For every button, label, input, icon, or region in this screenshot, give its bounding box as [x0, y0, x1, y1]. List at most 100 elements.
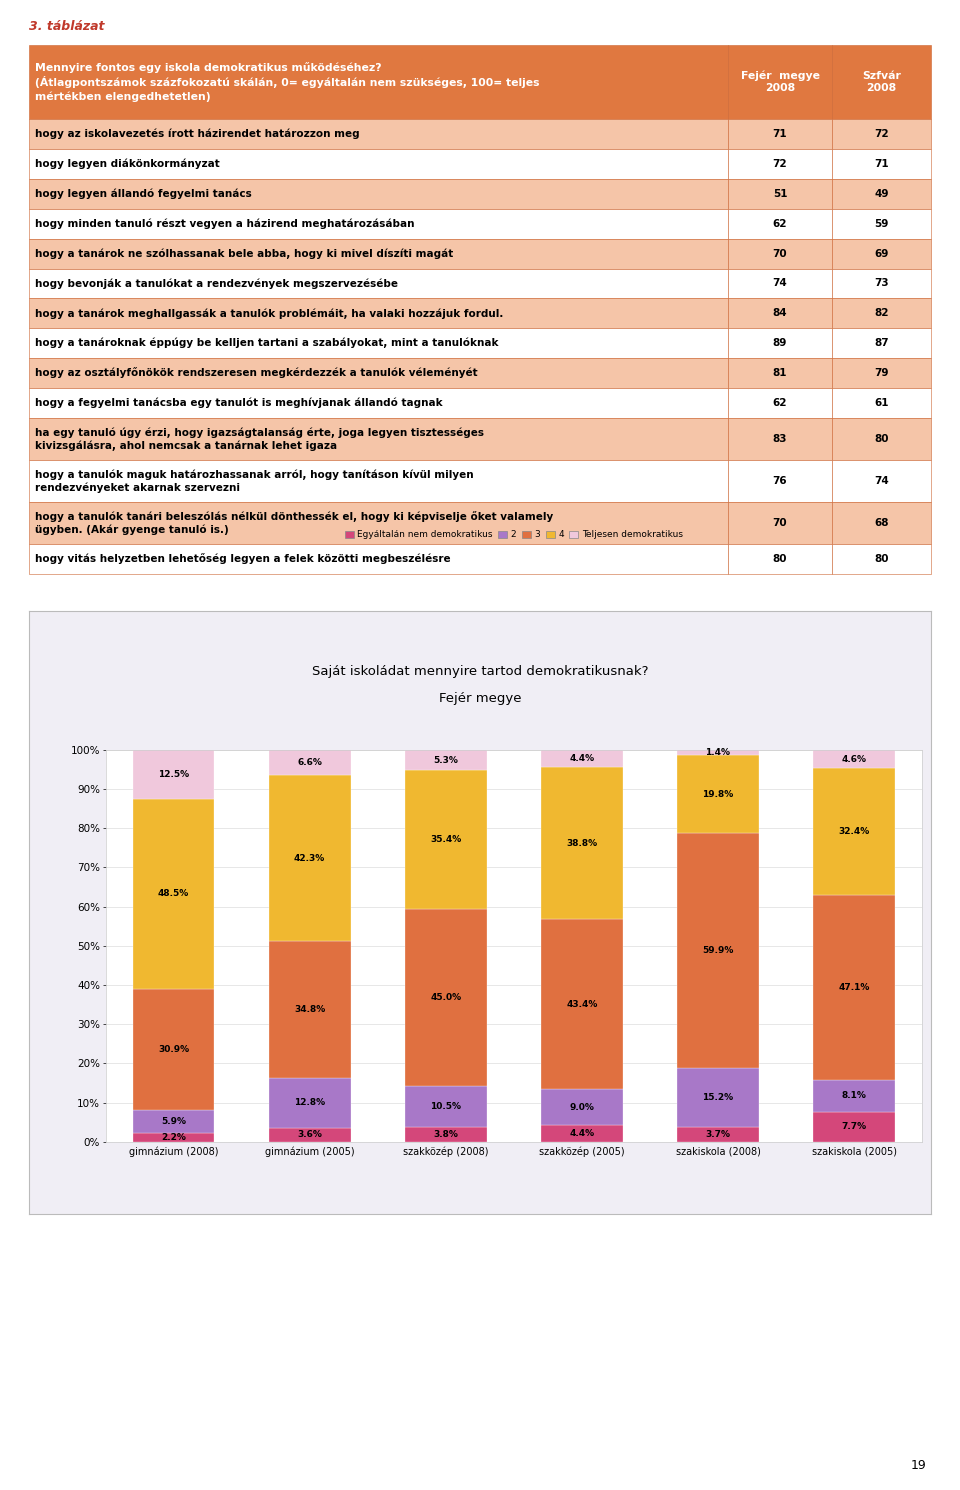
Text: 43.4%: 43.4% [566, 1000, 597, 1009]
Text: 3.7%: 3.7% [706, 1131, 731, 1140]
Bar [677, 755, 758, 833]
Bar [29, 328, 728, 358]
Bar [677, 1128, 758, 1141]
Text: hogy a tanárok ne szólhassanak bele abba, hogy ki mivel díszíti magát: hogy a tanárok ne szólhassanak bele abba… [36, 249, 453, 259]
Bar [29, 45, 728, 119]
Bar [677, 749, 758, 755]
Bar [832, 502, 931, 544]
Text: hogy legyen diákönkormányzat: hogy legyen diákönkormányzat [36, 159, 220, 170]
Bar [132, 1134, 214, 1141]
Text: 59.9%: 59.9% [703, 946, 733, 955]
Bar [132, 1110, 214, 1134]
Bar [29, 358, 728, 387]
Text: ha egy tanuló úgy érzi, hogy igazságtalanság érte, joga legyen tisztességes
kivi: ha egy tanuló úgy érzi, hogy igazságtala… [36, 428, 484, 450]
Text: 4.6%: 4.6% [842, 754, 867, 763]
Bar [813, 1080, 895, 1112]
Text: 2.2%: 2.2% [161, 1132, 186, 1143]
Bar [405, 749, 487, 770]
Text: 3.6%: 3.6% [298, 1131, 323, 1140]
Text: 6.6%: 6.6% [298, 758, 323, 767]
Bar [813, 1112, 895, 1141]
Text: hogy az osztályfőnökök rendszeresen megkérdezzék a tanulók véleményét: hogy az osztályfőnökök rendszeresen megk… [36, 368, 478, 378]
Text: 79: 79 [875, 368, 889, 378]
Text: 5.9%: 5.9% [161, 1118, 186, 1126]
Text: 82: 82 [875, 308, 889, 319]
Text: 69: 69 [875, 249, 889, 259]
Text: 71: 71 [875, 159, 889, 168]
Bar [405, 909, 487, 1086]
Bar [29, 502, 728, 544]
Bar [29, 149, 728, 179]
Bar [677, 833, 758, 1068]
Bar [728, 544, 832, 574]
Bar [728, 298, 832, 328]
Text: Fejér  megye
2008: Fejér megye 2008 [740, 70, 820, 94]
Text: 73: 73 [875, 279, 889, 289]
Text: 74: 74 [875, 475, 889, 486]
Text: Fejér megye: Fejér megye [439, 691, 521, 705]
Text: 42.3%: 42.3% [294, 854, 325, 863]
Text: 4.4%: 4.4% [569, 754, 594, 763]
Bar [728, 238, 832, 268]
Text: 8.1%: 8.1% [842, 1091, 867, 1100]
Text: 59: 59 [875, 219, 889, 229]
Bar [728, 209, 832, 238]
Text: 32.4%: 32.4% [838, 827, 870, 836]
Bar [813, 895, 895, 1080]
Bar [832, 149, 931, 179]
Bar [832, 544, 931, 574]
Bar [832, 358, 931, 387]
Text: 5.3%: 5.3% [433, 755, 458, 764]
Text: 72: 72 [773, 159, 787, 168]
Text: 80: 80 [875, 434, 889, 444]
Text: 10.5%: 10.5% [430, 1103, 462, 1112]
Text: Mennyire fontos egy iskola demokratikus működéséhez?
(Átlagpontszámok százfokoza: Mennyire fontos egy iskola demokratikus … [36, 63, 540, 101]
Text: 81: 81 [773, 368, 787, 378]
Bar [541, 919, 623, 1089]
Bar [29, 544, 728, 574]
Text: 15.2%: 15.2% [703, 1094, 733, 1103]
Text: 47.1%: 47.1% [838, 983, 870, 992]
Text: 19: 19 [911, 1459, 926, 1472]
Bar [832, 45, 931, 119]
Text: hogy a tanulók tanári beleszólás nélkül dönthessék el, hogy ki képviselje őket v: hogy a tanulók tanári beleszólás nélkül … [36, 511, 553, 535]
Bar [832, 417, 931, 460]
Bar [728, 460, 832, 502]
Bar [29, 119, 728, 149]
Bar [832, 179, 931, 209]
Text: 12.5%: 12.5% [158, 770, 189, 779]
Text: 76: 76 [773, 475, 787, 486]
Bar [541, 749, 623, 767]
Bar [728, 45, 832, 119]
Bar [728, 502, 832, 544]
Text: hogy legyen állandó fegyelmi tanács: hogy legyen állandó fegyelmi tanács [36, 189, 252, 200]
Text: 48.5%: 48.5% [158, 890, 189, 898]
Text: hogy a tanároknak éppúgy be kelljen tartani a szabályokat, mint a tanulóknak: hogy a tanároknak éppúgy be kelljen tart… [36, 338, 498, 349]
Text: 51: 51 [773, 189, 787, 200]
Text: 80: 80 [875, 554, 889, 563]
Bar [832, 387, 931, 417]
Text: 49: 49 [875, 189, 889, 200]
Bar [269, 942, 350, 1077]
Text: 3.8%: 3.8% [433, 1129, 458, 1138]
Text: 89: 89 [773, 338, 787, 349]
Bar [728, 179, 832, 209]
Bar [541, 767, 623, 919]
Text: 9.0%: 9.0% [569, 1103, 594, 1112]
Bar [29, 238, 728, 268]
Bar [728, 328, 832, 358]
Text: hogy a tanulók maguk határozhassanak arról, hogy tanításon kívül milyen
rendezvé: hogy a tanulók maguk határozhassanak arr… [36, 469, 473, 493]
Text: 87: 87 [875, 338, 889, 349]
Text: Saját iskoládat mennyire tartod demokratikusnak?: Saját iskoládat mennyire tartod demokrat… [312, 665, 648, 678]
Bar [832, 119, 931, 149]
Bar [677, 1068, 758, 1128]
Bar [813, 749, 895, 769]
Bar [541, 1089, 623, 1125]
Bar [269, 1077, 350, 1128]
Bar [29, 417, 728, 460]
Text: hogy a fegyelmi tanácsba egy tanulót is meghívjanak állandó tagnak: hogy a fegyelmi tanácsba egy tanulót is … [36, 398, 443, 408]
Bar [269, 775, 350, 942]
Text: hogy bevonják a tanulókat a rendezvények megszervezésébe: hogy bevonják a tanulókat a rendezvények… [36, 279, 398, 289]
Bar [405, 1126, 487, 1141]
Bar [728, 358, 832, 387]
